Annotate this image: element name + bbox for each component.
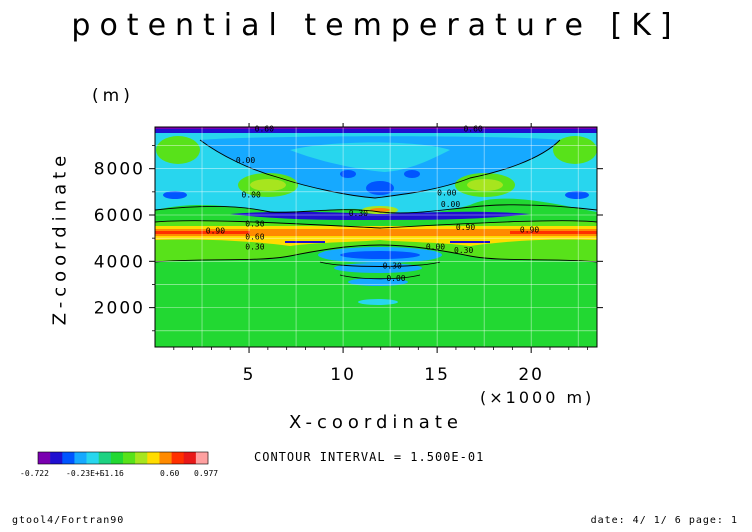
x-axis-unit: (×1000 m) [480, 388, 595, 407]
blue-spot-center [366, 181, 394, 195]
contour-label-1: 0.60 [255, 125, 274, 134]
colorbar-swatch-14 [195, 452, 209, 464]
colorbar-frame [37, 451, 209, 465]
lower-cell-4 [358, 299, 398, 305]
colorbar-swatch-9 [135, 452, 148, 464]
streak-left [285, 241, 325, 243]
x-tick-label-15: 15 [424, 365, 450, 385]
plot-frame [154, 126, 598, 348]
y-axis-unit: (m) [92, 86, 134, 106]
contour-label-6: 0.00 [441, 200, 460, 209]
warm-band-orange [155, 229, 597, 236]
footer-date-page: date: 4/ 1/ 6 page: 1 [590, 515, 738, 526]
contour-label-5: 0.00 [437, 188, 456, 197]
green-lobe-right-top [553, 136, 597, 164]
contour-label-12: 0.90 [456, 223, 475, 232]
y-tick-label-6000: 6000 [94, 206, 145, 226]
y-tick-label-4000: 4000 [94, 252, 145, 272]
upper-inner-lobe [290, 142, 450, 172]
colorbar-swatch-10 [147, 452, 160, 464]
colorbar-swatch-11 [159, 452, 172, 464]
x-tick-label-10: 10 [330, 365, 356, 385]
contour-label-9: 0.90 [206, 227, 225, 236]
colorbar-label-4: 0.977 [194, 469, 218, 478]
colorbar-swatch-2 [50, 452, 63, 464]
green-lobe-left-top [156, 136, 200, 164]
contour-line-2 [155, 220, 597, 229]
x-tick-label-20: 20 [518, 365, 544, 385]
contour-line-4 [199, 139, 561, 199]
contour-label-10: 0.60 [245, 232, 264, 241]
colorbar-swatch-7 [110, 452, 124, 464]
blue-spot-center-left [340, 170, 356, 178]
colorbar-swatch-3 [62, 452, 75, 464]
contour-line-5 [319, 261, 441, 267]
lower-cell-3 [348, 278, 408, 286]
colorbar-swatch-8 [123, 452, 136, 464]
contour-label-8: 0.30 [245, 220, 264, 229]
colorbar-swatch-4 [74, 452, 87, 464]
footer-program-label: gtool4/Fortran90 [12, 515, 125, 526]
contour-fill-layer [155, 127, 597, 347]
streak-right [450, 241, 490, 243]
colorbar-swatch-1 [38, 452, 51, 464]
blue-spot-left [163, 191, 187, 199]
chart-title: potential temperature [K] [71, 8, 681, 43]
contour-label-14: 0.00 [426, 243, 445, 252]
lower-cell-2 [334, 263, 422, 273]
contour-label-15: 0.30 [454, 246, 473, 255]
colorbar-label-1: -0.722 [20, 469, 49, 478]
contour-label-7: 0.30 [349, 209, 368, 218]
blue-spot-right [565, 191, 589, 199]
contour-label-2: 0.60 [463, 125, 482, 134]
colorbar-swatch-13 [183, 452, 197, 464]
yellowgreen-lobe-left [250, 179, 286, 191]
contour-label-4: 0.00 [242, 191, 261, 200]
x-axis-label: X-coordinate [289, 412, 463, 433]
contour-label-3: 0.00 [236, 156, 255, 165]
lower-cell-1-core [340, 251, 420, 259]
blue-spot-center-right [404, 170, 420, 178]
colorbar-label-3: 0.60 [160, 469, 179, 478]
contour-label-13: 0.90 [520, 225, 539, 234]
contour-interval-text: CONTOUR INTERVAL = 1.500E-01 [254, 450, 485, 464]
warm-band-red [155, 231, 597, 234]
y-tick-label-8000: 8000 [94, 160, 145, 180]
yellowgreen-lobe-right [467, 179, 503, 191]
colorbar-swatch-12 [171, 452, 185, 464]
x-tick-label-5: 5 [243, 365, 256, 385]
cold-band-upper [230, 211, 530, 220]
top-band-deep-blue [155, 127, 597, 133]
contour-line-1 [155, 204, 597, 214]
contour-label-11: 0.30 [245, 243, 264, 252]
contour-label-17: 0.00 [386, 274, 405, 283]
colorbar-swatch-6 [98, 452, 112, 464]
contour-line-6 [339, 274, 421, 280]
contour-line-3 [155, 244, 597, 263]
top-band-violet [155, 127, 597, 129]
colorbar-swatch-5 [86, 452, 100, 464]
contour-label-16: 0.30 [383, 261, 402, 270]
y-tick-label-2000: 2000 [94, 299, 145, 319]
colorbar-label-2: -0.2ЗЕ+Б1.16 [66, 469, 124, 478]
